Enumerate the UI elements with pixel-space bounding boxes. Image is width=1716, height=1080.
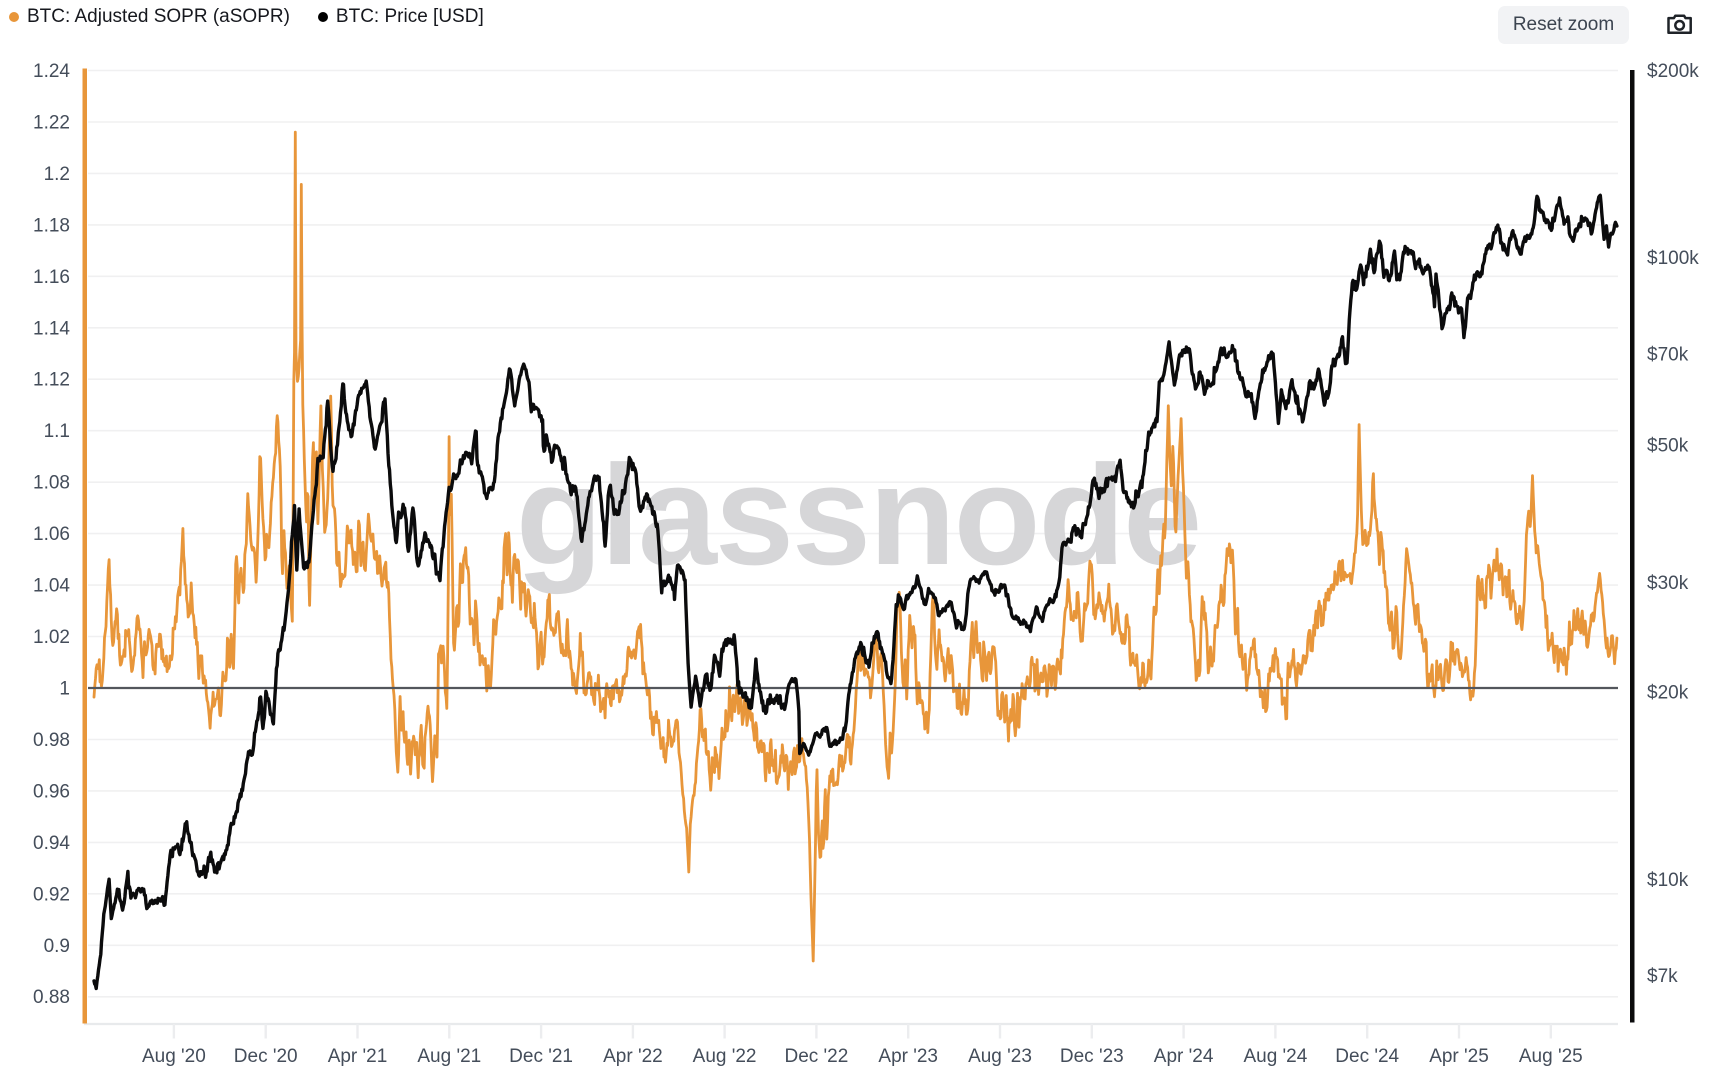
svg-text:Apr '21: Apr '21 [328, 1046, 388, 1067]
svg-text:Dec '22: Dec '22 [784, 1046, 848, 1067]
svg-text:Apr '23: Apr '23 [878, 1046, 938, 1067]
svg-text:1.06: 1.06 [33, 524, 70, 545]
svg-text:Aug '22: Aug '22 [693, 1046, 757, 1067]
svg-text:1.04: 1.04 [33, 576, 70, 597]
svg-text:1.08: 1.08 [33, 473, 70, 494]
svg-text:$100k: $100k [1647, 248, 1699, 269]
svg-text:Dec '24: Dec '24 [1335, 1046, 1399, 1067]
svg-text:Aug '25: Aug '25 [1519, 1046, 1583, 1067]
svg-text:1.24: 1.24 [33, 61, 70, 82]
svg-text:$10k: $10k [1647, 870, 1689, 891]
svg-text:1.12: 1.12 [33, 370, 70, 391]
svg-text:$30k: $30k [1647, 573, 1689, 594]
svg-text:0.98: 0.98 [33, 730, 70, 751]
svg-text:$200k: $200k [1647, 61, 1699, 82]
svg-text:Aug '23: Aug '23 [968, 1046, 1032, 1067]
svg-text:Apr '22: Apr '22 [603, 1046, 663, 1067]
svg-text:1.22: 1.22 [33, 113, 70, 134]
svg-text:$70k: $70k [1647, 345, 1689, 366]
svg-text:$50k: $50k [1647, 435, 1689, 456]
svg-text:1.18: 1.18 [33, 215, 70, 236]
svg-text:0.9: 0.9 [44, 936, 70, 957]
svg-text:0.92: 0.92 [33, 884, 70, 905]
svg-text:0.88: 0.88 [33, 987, 70, 1008]
svg-text:Apr '24: Apr '24 [1154, 1046, 1214, 1067]
svg-text:Dec '20: Dec '20 [234, 1046, 298, 1067]
svg-text:Dec '23: Dec '23 [1060, 1046, 1124, 1067]
svg-text:Dec '21: Dec '21 [509, 1046, 573, 1067]
svg-text:Apr '25: Apr '25 [1429, 1046, 1489, 1067]
svg-text:0.94: 0.94 [33, 833, 70, 854]
svg-text:1.2: 1.2 [44, 164, 70, 185]
svg-text:1.02: 1.02 [33, 627, 70, 648]
svg-text:0.96: 0.96 [33, 781, 70, 802]
svg-text:1: 1 [59, 679, 70, 700]
svg-text:Aug '21: Aug '21 [417, 1046, 481, 1067]
svg-text:1.1: 1.1 [44, 421, 70, 442]
svg-text:1.16: 1.16 [33, 267, 70, 288]
svg-text:$7k: $7k [1647, 966, 1678, 987]
svg-text:Aug '24: Aug '24 [1243, 1046, 1307, 1067]
svg-text:1.14: 1.14 [33, 318, 70, 339]
svg-text:Aug '20: Aug '20 [142, 1046, 206, 1067]
svg-text:$20k: $20k [1647, 683, 1689, 704]
